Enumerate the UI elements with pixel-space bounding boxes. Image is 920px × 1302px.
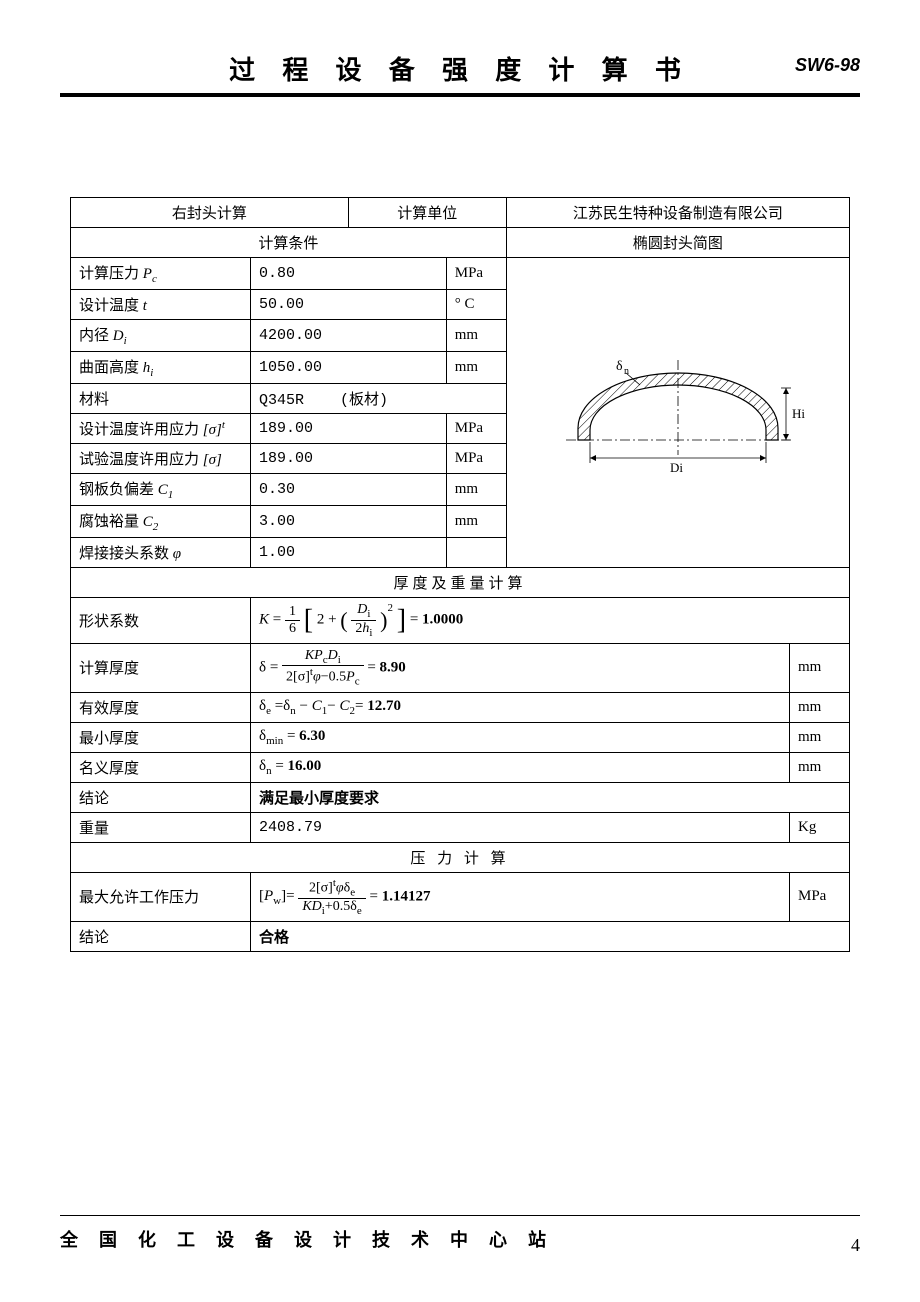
footer-org: 全 国 化 工 设 备 设 计 技 术 中 心 站 xyxy=(60,1226,554,1252)
param-value: 50.00 xyxy=(251,290,447,320)
maxp-label: 最大允许工作压力 xyxy=(71,872,251,921)
param-value: 189.00 xyxy=(251,414,447,444)
material-value: Q345R (板材) xyxy=(251,384,507,414)
conclusion1-label: 结论 xyxy=(71,782,251,812)
param-label: 曲面高度 hi xyxy=(71,352,251,384)
param-value: 189.00 xyxy=(251,444,447,474)
param-unit: mm xyxy=(446,320,506,352)
param-value: 4200.00 xyxy=(251,320,447,352)
param-label: 设计温度许用应力 [σ]t xyxy=(71,414,251,444)
nom-thick-unit: mm xyxy=(790,752,850,782)
header-rule xyxy=(60,93,860,97)
page-footer: 全 国 化 工 设 备 设 计 技 术 中 心 站 4 xyxy=(60,1215,860,1252)
diagram-header: 椭圆封头简图 xyxy=(506,228,849,258)
calc-thick-formula: δ = KPcDi2[σ]tφ−0.5Pc = 8.90 xyxy=(251,643,790,692)
param-unit: mm xyxy=(446,506,506,538)
conclusion1-value: 满足最小厚度要求 xyxy=(251,782,850,812)
nom-thick-label: 名义厚度 xyxy=(71,752,251,782)
diagram-di: Di xyxy=(670,460,683,475)
min-thick-unit: mm xyxy=(790,722,850,752)
calc-unit-label: 计算单位 xyxy=(348,198,506,228)
header-title: 过 程 设 备 强 度 计 算 书 xyxy=(60,50,860,87)
param-unit: MPa xyxy=(446,414,506,444)
param-label: 设计温度 t xyxy=(71,290,251,320)
min-thick-formula: δmin = 6.30 xyxy=(251,722,790,752)
min-thick-label: 最小厚度 xyxy=(71,722,251,752)
param-label: 内径 Di xyxy=(71,320,251,352)
material-label: 材料 xyxy=(71,384,251,414)
calc-thick-unit: mm xyxy=(790,643,850,692)
param-value: 0.30 xyxy=(251,474,447,506)
param-value: 0.80 xyxy=(251,258,447,290)
param-label: 试验温度许用应力 [σ] xyxy=(71,444,251,474)
nom-thick-formula: δn = 16.00 xyxy=(251,752,790,782)
param-unit: ° C xyxy=(446,290,506,320)
conditions-header: 计算条件 xyxy=(71,228,507,258)
param-value: 3.00 xyxy=(251,506,447,538)
conclusion2-value: 合格 xyxy=(251,922,850,952)
param-label: 腐蚀裕量 C2 xyxy=(71,506,251,538)
param-unit: MPa xyxy=(446,444,506,474)
company-name: 江苏民生特种设备制造有限公司 xyxy=(506,198,849,228)
eff-thick-unit: mm xyxy=(790,692,850,722)
thickness-header: 厚度及重量计算 xyxy=(71,568,850,598)
diagram-delta-n: δ xyxy=(616,359,623,374)
param-unit: mm xyxy=(446,352,506,384)
param-label: 计算压力 Pc xyxy=(71,258,251,290)
ellipse-diagram: δ n Hi Di xyxy=(506,258,849,568)
param-value: 1050.00 xyxy=(251,352,447,384)
calc-title: 右封头计算 xyxy=(71,198,349,228)
conclusion2-label: 结论 xyxy=(71,922,251,952)
param-unit: MPa xyxy=(446,258,506,290)
param-label: 焊接接头系数 φ xyxy=(71,538,251,568)
eff-thick-label: 有效厚度 xyxy=(71,692,251,722)
page-number: 4 xyxy=(851,1235,860,1256)
weight-unit: Kg xyxy=(790,812,850,842)
header-code: SW6-98 xyxy=(795,55,860,76)
weight-label: 重量 xyxy=(71,812,251,842)
calc-thick-label: 计算厚度 xyxy=(71,643,251,692)
param-value: 1.00 xyxy=(251,538,447,568)
weight-value: 2408.79 xyxy=(251,812,790,842)
maxp-unit: MPa xyxy=(790,872,850,921)
pressure-header: 压 力 计 算 xyxy=(71,842,850,872)
shape-coeff-formula: K = 16 [ 2 + ( Di2hi )2 ] = 1.0000 xyxy=(251,598,850,644)
diagram-hi: Hi xyxy=(792,406,805,421)
param-label: 钢板负偏差 C1 xyxy=(71,474,251,506)
shape-coeff-label: 形状系数 xyxy=(71,598,251,644)
eff-thick-formula: δe =δn − C1− C2= 12.70 xyxy=(251,692,790,722)
maxp-formula: [Pw]= 2[σ]tφδeKDi+0.5δe = 1.14127 xyxy=(251,872,790,921)
calculation-table: 右封头计算 计算单位 江苏民生特种设备制造有限公司 计算条件 椭圆封头简图 计算… xyxy=(70,197,850,952)
param-unit: mm xyxy=(446,474,506,506)
param-unit xyxy=(446,538,506,568)
